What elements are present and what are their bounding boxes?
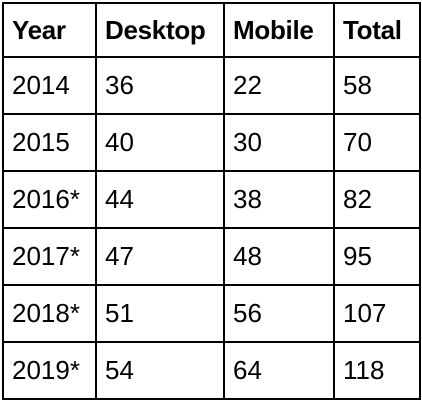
year-cell: 2015 (2, 113, 97, 172)
total-cell: 95 (333, 227, 421, 286)
table-header: Year Desktop Mobile Total (2, 2, 421, 58)
desktop-cell: 40 (95, 113, 225, 172)
year-cell: 2016* (2, 170, 97, 229)
mobile-cell: 22 (223, 56, 335, 115)
table-row: 2016* 44 38 82 (2, 170, 421, 229)
desktop-cell: 44 (95, 170, 225, 229)
desktop-cell: 54 (95, 341, 225, 400)
desktop-cell: 51 (95, 284, 225, 343)
total-cell: 70 (333, 113, 421, 172)
table-body: 2014 36 22 58 2015 40 30 70 2016* 44 38 … (2, 56, 421, 400)
desktop-cell: 47 (95, 227, 225, 286)
year-cell: 2018* (2, 284, 97, 343)
table-row: 2019* 54 64 118 (2, 341, 421, 400)
year-cell: 2014 (2, 56, 97, 115)
total-cell: 107 (333, 284, 421, 343)
column-header-year: Year (2, 2, 97, 58)
mobile-cell: 56 (223, 284, 335, 343)
data-table: Year Desktop Mobile Total 2014 36 22 58 … (2, 2, 421, 400)
year-cell: 2019* (2, 341, 97, 400)
column-header-mobile: Mobile (223, 2, 335, 58)
mobile-cell: 64 (223, 341, 335, 400)
table-row: 2018* 51 56 107 (2, 284, 421, 343)
table-row: 2017* 47 48 95 (2, 227, 421, 286)
mobile-cell: 30 (223, 113, 335, 172)
mobile-cell: 38 (223, 170, 335, 229)
desktop-cell: 36 (95, 56, 225, 115)
table-row: 2014 36 22 58 (2, 56, 421, 115)
column-header-desktop: Desktop (95, 2, 225, 58)
table-row: 2015 40 30 70 (2, 113, 421, 172)
year-cell: 2017* (2, 227, 97, 286)
header-row: Year Desktop Mobile Total (2, 2, 421, 58)
total-cell: 82 (333, 170, 421, 229)
total-cell: 118 (333, 341, 421, 400)
column-header-total: Total (333, 2, 421, 58)
mobile-cell: 48 (223, 227, 335, 286)
total-cell: 58 (333, 56, 421, 115)
